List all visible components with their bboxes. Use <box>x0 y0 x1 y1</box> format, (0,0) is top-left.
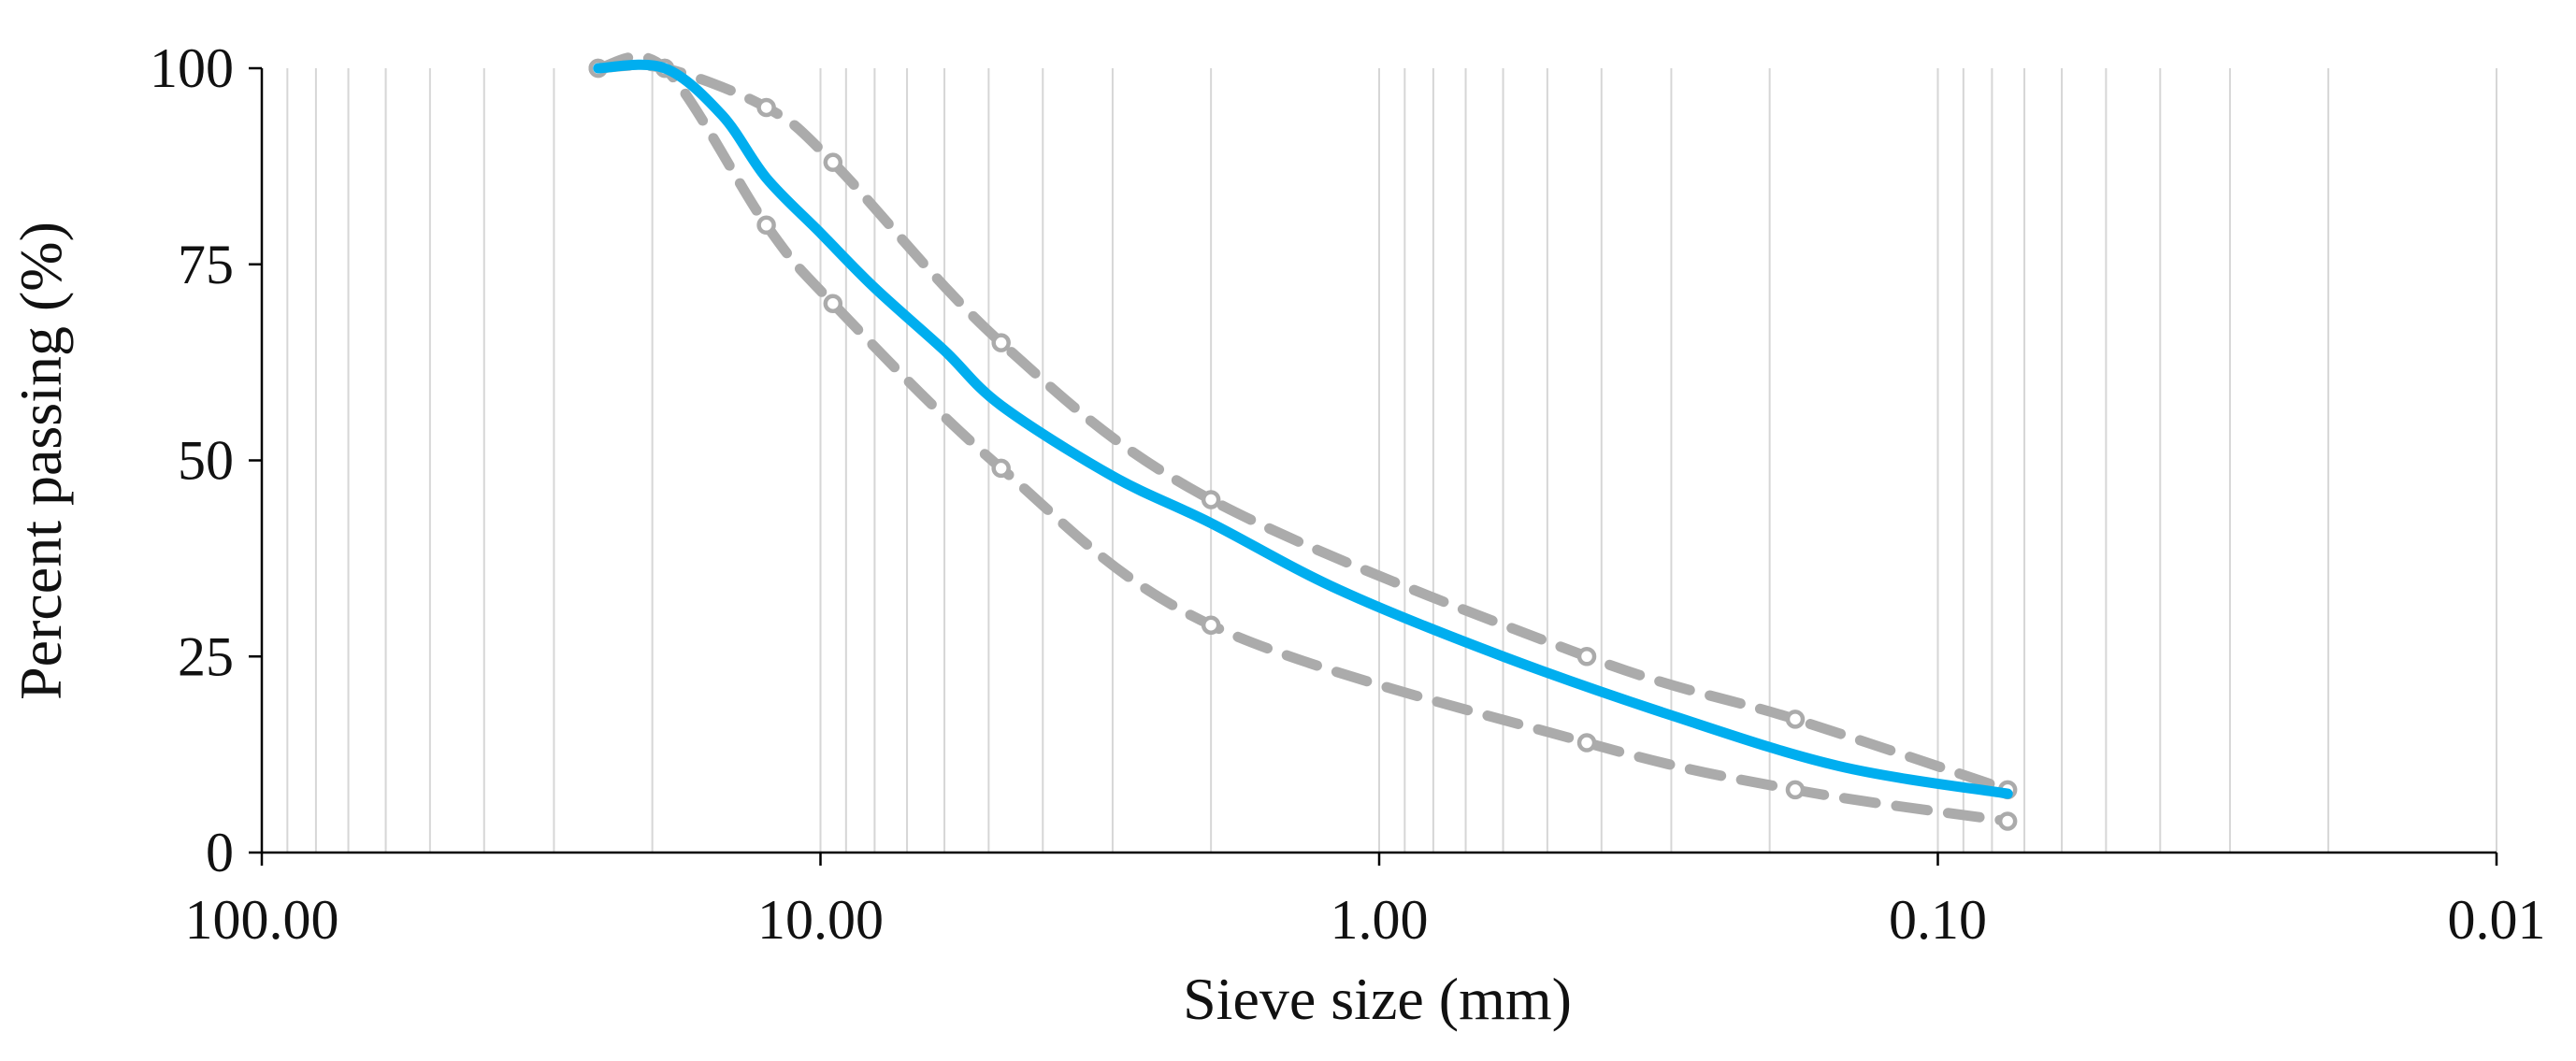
upper-limit-line <box>593 60 2013 796</box>
label-layer: Sieve size (mm) Percent passing (%) 0 25 5… <box>7 37 2546 1032</box>
lower-limit-point <box>1201 615 1221 635</box>
series-layer <box>588 51 2018 831</box>
upper-limit-point <box>991 333 1011 352</box>
x-axis-title: Sieve size (mm) <box>1183 966 1572 1032</box>
x-tick-label: 10.00 <box>757 889 884 951</box>
upper-limit-point <box>823 152 843 172</box>
lower-limit-point <box>1785 780 1806 800</box>
x-tick-label: 0.01 <box>2448 889 2546 951</box>
lower-limit-point <box>823 294 843 313</box>
upper-limit-point <box>1576 647 1597 667</box>
axis-layer <box>249 66 2498 866</box>
lower-limit-point <box>1997 811 2018 831</box>
y-tick-label: 50 <box>178 430 234 492</box>
y-axis-title: Percent passing (%) <box>7 222 74 700</box>
upper-limit-point <box>756 97 776 118</box>
upper-limit-point <box>1785 710 1806 729</box>
lower-limit-point <box>756 215 776 236</box>
lower-limit-point <box>991 458 1011 479</box>
y-tick-label: 100 <box>150 37 234 99</box>
lower-limit-line <box>593 51 2013 826</box>
grid-layer <box>286 68 2497 853</box>
y-tick-label: 0 <box>206 822 234 883</box>
y-tick-label: 25 <box>178 625 234 687</box>
x-tick-label: 0.10 <box>1889 889 1987 951</box>
y-tick-label: 75 <box>178 234 234 295</box>
lower-limit-point <box>1576 733 1597 753</box>
upper-limit-point <box>1201 490 1221 509</box>
gradation-curve-line <box>593 59 2013 799</box>
x-tick-label: 1.00 <box>1331 889 1429 951</box>
x-tick-label: 100.00 <box>185 889 339 951</box>
